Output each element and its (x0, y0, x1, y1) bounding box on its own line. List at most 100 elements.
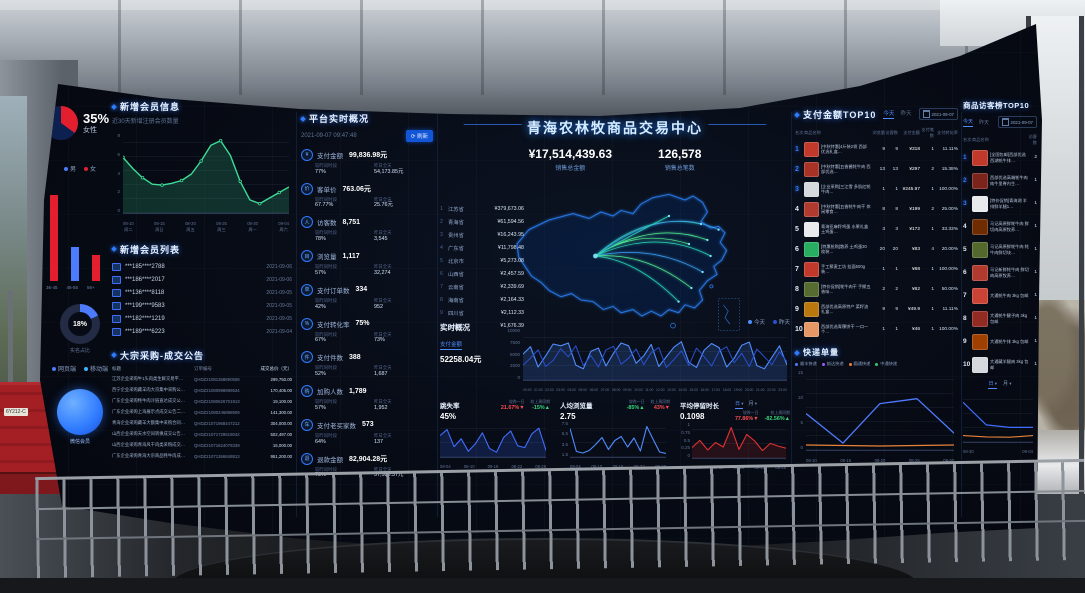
bulk-table-row[interactable]: 广东企业采购牦牛肉冷链直达成交公… QHDZ21080626701913 19,… (112, 396, 292, 407)
bulk-table-row[interactable]: 广东企业采购青海大宗商品牦牛肉成… QHDZ21071366848813 951… (112, 451, 292, 462)
visitors: 1 (895, 326, 898, 332)
table-row[interactable]: 6 马记新鲜牦牛肉 鲜切肉高原牧养… 1 (963, 261, 1037, 284)
member-list-item[interactable]: ***182****1219 2021-09-05 (112, 313, 292, 326)
table-row[interactable]: 7 大通牦牛肉 3kg 包邮 1 (963, 284, 1037, 307)
calendar-icon (1001, 118, 1009, 126)
date-picker[interactable]: 2021-09-07 (918, 108, 958, 120)
x-tick: 07:00 (600, 388, 610, 392)
stat-sub-label: 较昨同时段 (315, 432, 337, 438)
legend-item[interactable]: 顺丰快递 (795, 361, 817, 367)
table-row[interactable]: 2 [中秋特惠]五香酱牦牛肉 西部优选… 13 13 ¥297 2 15.38% (795, 159, 958, 179)
table-row[interactable]: 7 手工藜麦工坊 挂面500g装… 1 1 ¥68 1 100.00% (795, 259, 958, 279)
toggle-day[interactable]: 日 (988, 380, 997, 389)
toggle-month[interactable]: 月 (1003, 380, 1012, 389)
bulk-table-row[interactable]: 西宁企业采购藏羊肉大宗集中采购公… QHDZ21080998899534 170… (112, 385, 292, 396)
product-name: [特价促销]牦牛肉干 手撕五香味… (821, 283, 871, 294)
stat-main-row: 购 加购人数 1,789 (301, 385, 433, 398)
table-row[interactable]: 8 [特价促销]牦牛肉干 手撕五香味… 2 2 ¥62 1 50.00% (795, 279, 958, 299)
timestamp-row: 2021-09-07 09:47:48 ⟳ 刷新 (301, 130, 433, 142)
province-row[interactable]: 7 云南省 ¥2,339.69 (440, 280, 524, 293)
x-tick: 06:00 (589, 388, 599, 392)
product-thumbnail (804, 181, 819, 197)
bulk-table-row[interactable]: 江苏企业采购牛1头肉类生鲜交易平… QHDZ21081368890508 299… (112, 374, 292, 385)
legend-item[interactable]: 昨天 (772, 318, 790, 326)
member-list-item[interactable]: ***186****2017 2021-09-06 (112, 274, 292, 287)
province-rank: 7 (440, 283, 443, 290)
table-row[interactable]: 9 大通牦牛排 3kg 包邮 1 (963, 330, 1037, 353)
product-thumbnail (972, 264, 988, 281)
tab-today[interactable]: 今天 (963, 118, 974, 127)
bulk-table-row[interactable]: 青海企业采购藏羊大额集中采购合同… QHDZ21071968447212 304… (112, 418, 292, 429)
province-name: 云南省 (448, 284, 464, 291)
province-rank: 9 (440, 309, 443, 316)
table-row[interactable]: 5 青海亚麻籽鸡蛋 水果礼盒 土鸡蛋… 3 3 ¥172 1 33.33% (795, 219, 958, 239)
legend-item[interactable]: 今天 (747, 318, 765, 326)
province-row[interactable]: 4 广东省 ¥11,798.48 (440, 241, 524, 254)
province-row[interactable]: 3 贵州省 ¥16,243.95 (440, 228, 524, 241)
legend-item[interactable]: 圆通快递 (848, 361, 870, 367)
refresh-button[interactable]: ⟳ 刷新 (405, 130, 433, 142)
table-row[interactable]: 9 西部优选高原特产 菜籽油礼盒… 9 9 ¥49.9 1 11.11% (795, 299, 958, 319)
stat-sub-value: 78% (315, 236, 326, 243)
rank: 6 (795, 245, 799, 253)
table-row[interactable]: 6 [特惠抢购]散养 土鸡蛋30枚装… 20 20 ¥83 4 20.00% (795, 239, 958, 259)
table-row[interactable]: 8 大通牦牛腱子肉 3kg 包邮 1 (963, 307, 1037, 330)
province-row[interactable]: 8 海南省 ¥2,164.33 (440, 293, 524, 306)
tab-today[interactable]: 今天 (883, 111, 895, 119)
bulk-table-row[interactable]: 山西企业采购青海风干肉类采购成交… QHDZ21071624078339 15,… (112, 440, 292, 451)
product-thumbnail (804, 281, 819, 297)
pay-amount: ¥46 (911, 326, 920, 332)
table-row[interactable]: 5 马记高原鲜牦牛肉 牦牛肉鲜切块… 1 (963, 238, 1037, 261)
member-list-item[interactable]: ***199****9583 2021-09-05 (112, 300, 292, 313)
conversion-rate: 20.00% (941, 246, 958, 252)
stat-icon: % (301, 317, 313, 330)
table-row[interactable]: 3 [特价促销]青海湖 羊排鲜羊腿1… 1 (963, 192, 1037, 215)
table-row[interactable]: 4 [中秋特惠]五香牦牛肉干 休闲零食… 8 8 ¥199 2 25.00% (795, 199, 958, 219)
table-row[interactable]: 1 [中秋特惠]4斤装2袋 西部优选礼盒… 9 9 ¥318 1 11.11% (795, 139, 958, 159)
province-row[interactable]: 5 北京市 ¥5,273.08 (440, 254, 524, 267)
product-name: [特惠抢购]散养 土鸡蛋30枚装… (821, 243, 867, 254)
x-tick: 11:00 (645, 388, 654, 392)
table-row[interactable]: 10 西部优选青稞饼干 一口一个… 1 1 ¥46 1 100.00% (795, 319, 958, 339)
x-tick: 04:00 (567, 388, 576, 392)
legend-item[interactable]: 韵达快递 (821, 361, 844, 367)
x-tick: 08-15 (840, 458, 852, 463)
legend-dot-icon (84, 366, 88, 371)
legend-item[interactable]: 中通快递 (875, 361, 897, 367)
rank: 1 (795, 145, 799, 153)
pay-amount: ¥172 (909, 226, 920, 232)
province-row[interactable]: 10 上海市 ¥1,676.39 (440, 319, 524, 332)
toggle-month[interactable]: 月 (748, 400, 757, 409)
member-list-item[interactable]: ***189****6223 2021-09-04 (112, 326, 292, 339)
member-list-item[interactable]: ***136****8118 2021-09-05 (112, 287, 292, 300)
member-list-item[interactable]: ***185****2788 2021-09-06 (112, 261, 292, 274)
province-row[interactable]: 2 青海省 ¥61,594.56 (440, 215, 524, 228)
bulk-table-row[interactable]: 山西企业采购天水空间转换成交公告… QHDZ21071729518042 502… (112, 429, 292, 440)
table-row[interactable]: 1 [全国包邮]西部优选 西湖牦牛排… 2 (963, 146, 1037, 169)
rank: 3 (963, 200, 967, 207)
y-tick: 0.25 (681, 445, 690, 451)
toggle-day[interactable]: 日 (734, 400, 744, 409)
member-join-date: 2021-09-05 (266, 303, 292, 310)
mini-badges: 较昨一日 21.67%▼ 较上周同期 -15%▲ (501, 399, 550, 411)
table-row[interactable]: 10 大通藏羊腿肉 3kg 包邮 1 (963, 353, 1037, 376)
province-row[interactable]: 9 四川省 ¥2,112.33 (440, 306, 524, 319)
province-row[interactable]: 1 江苏省 ¥379,673.06 (440, 202, 524, 215)
x-tick-weekday: 周日 (155, 226, 164, 232)
product-thumbnail (972, 310, 988, 327)
product-name: 手工藜麦工坊 挂面500g装… (821, 263, 865, 274)
date-picker[interactable]: 2021-09-07 (997, 116, 1037, 128)
province-amount: ¥1,676.39 (500, 322, 524, 329)
female-label: 女性 (83, 126, 97, 134)
member-list: ***185****2788 2021-09-06 ***186****2017… (112, 261, 292, 339)
table-row[interactable]: 4 马记高原鲜牦牛肉 鲜切肉高原牧养… 1 (963, 215, 1037, 238)
province-row[interactable]: 6 山西省 ¥2,457.59 (440, 267, 524, 280)
stat-sub-row: 较昨同时段 78% 昨日全天 3,545 (315, 230, 433, 243)
tab-yesterday[interactable]: 昨天 (900, 111, 912, 117)
bulk-table-row[interactable]: 广东企业采购上海展示点成交公告二… QHDZ21080246898909 141… (112, 407, 292, 418)
tab-yesterday[interactable]: 昨天 (979, 119, 990, 126)
realtime-metric-tab[interactable]: 支付金额 (440, 342, 463, 350)
table-row[interactable]: 2 西部优选高端牦牛肉 纯牛里脊内生… 1 (963, 169, 1037, 192)
table-row[interactable]: 3 [企业采购]三江雪 多肌红牦牛肉… 1 1 ¥245.97 1 100.00… (795, 179, 958, 199)
mini-badges: 较昨一日 -85%▲ 较上周同期 43%▼ (627, 399, 670, 411)
